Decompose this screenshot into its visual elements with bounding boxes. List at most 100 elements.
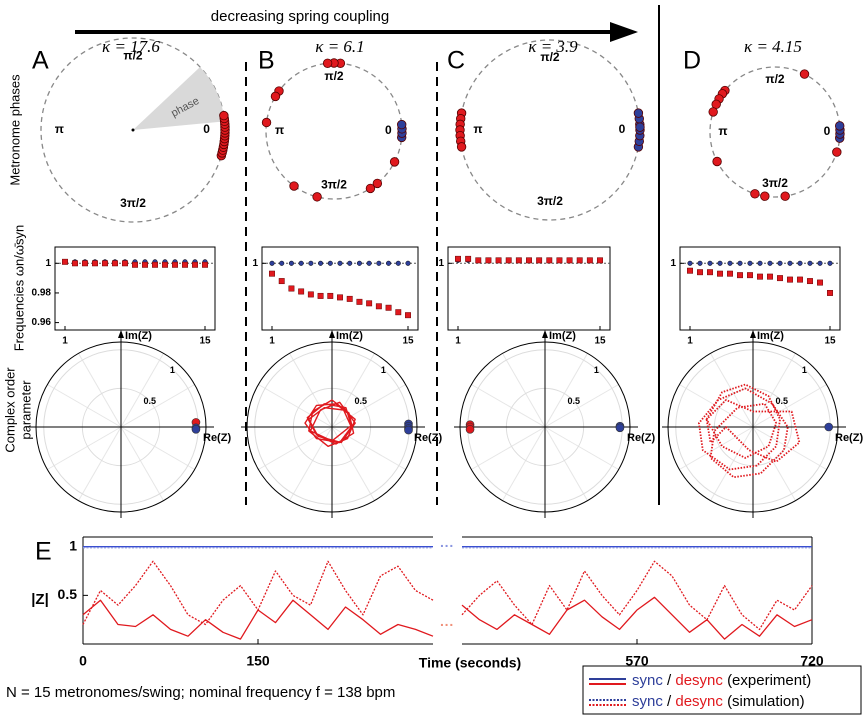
freq-marker — [576, 257, 583, 264]
y-tick-label: 0.98 — [32, 288, 52, 299]
freq-marker — [62, 258, 68, 265]
phase-point — [312, 192, 322, 202]
y-tick-label: 1 — [69, 537, 77, 553]
polar-spoke — [544, 426, 619, 470]
freq-marker — [757, 273, 763, 280]
freq-marker — [279, 260, 285, 266]
angle-label: 0 — [619, 122, 626, 136]
angle-label: π/2 — [540, 50, 560, 64]
freq-marker — [797, 260, 803, 266]
freq-marker — [817, 279, 823, 286]
phase-point — [799, 69, 810, 79]
y-tick-label: 1 — [252, 258, 258, 269]
polar-spoke — [710, 426, 754, 501]
panel-letter: B — [258, 47, 275, 75]
freq-marker — [827, 289, 833, 296]
freq-marker — [298, 260, 304, 266]
polar-spoke — [331, 426, 375, 501]
phase-point — [365, 183, 376, 194]
freq-marker — [132, 261, 138, 268]
freq-marker — [202, 261, 208, 268]
freq-marker — [505, 257, 512, 264]
x-tick-label: 1 — [687, 336, 693, 347]
freq-marker — [777, 275, 783, 282]
phase-point — [219, 110, 229, 121]
polar-spoke — [78, 353, 122, 428]
freq-marker — [327, 260, 333, 266]
y-axis-label: Im(Z) — [549, 330, 576, 342]
phase-point — [750, 189, 760, 199]
r-tick-label: 0.5 — [354, 396, 367, 406]
phase-point — [261, 117, 272, 128]
y-tick-label: 1 — [670, 258, 676, 269]
polar-spoke — [331, 353, 375, 428]
freq-marker — [787, 260, 793, 266]
freq-marker — [697, 269, 703, 276]
polar-spoke — [120, 384, 195, 428]
freq-marker — [142, 261, 148, 268]
y-tick-label: 0.5 — [58, 586, 78, 602]
x-tick-label: 0 — [79, 653, 87, 669]
r-tick-label: 0.5 — [775, 396, 788, 406]
freq-marker — [717, 270, 723, 277]
y-tick-label: 1 — [438, 258, 444, 269]
x-axis-label: Re(Z) — [627, 432, 655, 444]
r-tick-label: 0.5 — [143, 396, 156, 406]
freq-marker — [366, 260, 372, 266]
panel-letter: E — [35, 538, 52, 566]
panel-letter: A — [32, 47, 49, 75]
y-axis-label: Im(Z) — [757, 330, 784, 342]
polar-spoke — [120, 426, 195, 470]
freq-marker — [288, 260, 294, 266]
row-label: Complex order — [2, 367, 17, 453]
polar-spoke — [47, 384, 122, 428]
angle-label: 3π/2 — [537, 194, 563, 208]
polar-spoke — [752, 384, 827, 428]
freq-marker — [182, 261, 188, 268]
phase-point — [289, 181, 299, 191]
freq-marker — [375, 303, 382, 310]
freq-marker — [376, 260, 382, 266]
polar-spoke — [710, 353, 754, 428]
freq-marker — [92, 260, 98, 267]
kappa-label: κ = 4.15 — [744, 37, 802, 56]
freq-marker — [308, 260, 314, 266]
x-axis-label: Re(Z) — [414, 432, 442, 444]
freq-marker — [72, 260, 78, 267]
freq-marker — [122, 260, 128, 267]
polar-spoke — [47, 426, 122, 470]
polar-spoke — [258, 426, 333, 470]
freq-marker — [495, 257, 502, 264]
freq-marker — [597, 257, 603, 264]
y-axis-label: Im(Z) — [336, 330, 363, 342]
freq-marker — [787, 276, 793, 283]
x-tick-label: 1 — [269, 336, 275, 347]
phase-point — [708, 107, 718, 117]
r-tick-label: 1 — [381, 365, 386, 375]
phase-point — [389, 157, 400, 167]
phase-point — [832, 147, 842, 157]
freq-marker — [298, 288, 305, 295]
legend-text: / — [667, 672, 672, 689]
freq-marker — [727, 260, 733, 266]
legend-text: / — [667, 693, 672, 710]
r-tick-label: 1 — [594, 365, 599, 375]
x-axis-label: Re(Z) — [835, 432, 863, 444]
order-point — [465, 425, 475, 434]
freq-marker — [687, 267, 693, 274]
angle-label: π/2 — [123, 49, 143, 63]
freq-marker — [797, 276, 803, 283]
center-dot — [131, 128, 135, 132]
x-tick-label: 570 — [625, 653, 649, 669]
freq-marker — [327, 292, 334, 299]
freq-marker — [455, 255, 461, 262]
freq-marker — [465, 255, 472, 262]
freq-marker — [697, 260, 703, 266]
polar-spoke — [752, 426, 796, 501]
freq-marker — [152, 261, 158, 268]
x-axis-label: Re(Z) — [203, 432, 231, 444]
polar-spoke — [78, 426, 122, 501]
freq-marker — [566, 257, 573, 264]
freq-marker — [827, 260, 833, 266]
legend-text: desync — [675, 672, 723, 689]
